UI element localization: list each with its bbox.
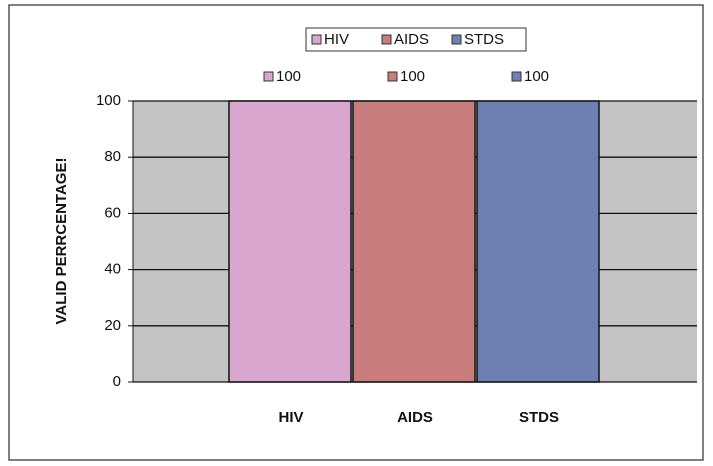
legend-swatch [311, 34, 322, 45]
legend-label: HIV [324, 31, 349, 48]
bar [228, 100, 352, 383]
data-label-key [263, 71, 274, 82]
legend-box [305, 27, 527, 52]
legend-label: AIDS [394, 31, 429, 48]
legend-swatch [451, 34, 462, 45]
x-tick-label: AIDS [397, 409, 433, 426]
data-label: 100 [276, 68, 301, 85]
bar [476, 100, 600, 383]
bar [352, 100, 476, 383]
x-tick-label: STDS [519, 409, 559, 426]
y-tick-label: 0 [113, 373, 121, 390]
y-tick-label: 80 [104, 148, 121, 165]
data-label: 100 [524, 68, 549, 85]
y-tick-label: 60 [104, 204, 121, 221]
y-tick-label: 100 [96, 92, 121, 109]
y-tick-label: 40 [104, 261, 121, 278]
legend-label: STDS [464, 31, 504, 48]
data-label-key [511, 71, 522, 82]
legend-swatch [381, 34, 392, 45]
x-tick-label: HIV [278, 409, 303, 426]
data-label: 100 [400, 68, 425, 85]
y-axis-label: VALID PERRCENTAGE! [53, 158, 70, 325]
data-label-key [387, 71, 398, 82]
y-tick-label: 20 [104, 317, 121, 334]
